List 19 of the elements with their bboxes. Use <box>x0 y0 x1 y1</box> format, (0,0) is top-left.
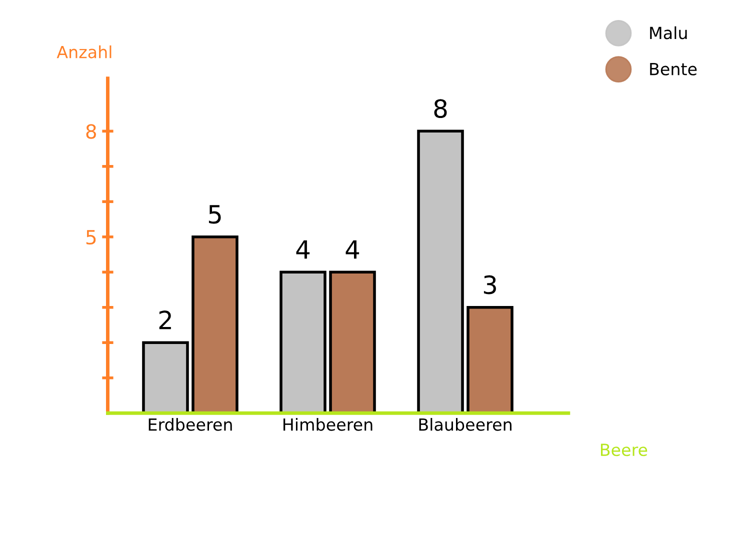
data-label: 5 <box>208 205 221 224</box>
bar <box>142 341 189 414</box>
x-axis-title: Beere <box>600 444 648 456</box>
data-label: 3 <box>484 275 496 294</box>
bar <box>192 236 238 414</box>
bar <box>329 270 376 414</box>
x-tick-label: Blaubeeren <box>419 418 512 431</box>
bar <box>466 306 514 414</box>
data-label: 8 <box>434 99 447 118</box>
x-tick-label: Himbeeren <box>283 418 372 431</box>
data-label: 4 <box>346 240 360 259</box>
data-label: 4 <box>296 240 310 259</box>
bar <box>417 130 464 414</box>
data-label: 2 <box>159 310 171 330</box>
bar <box>280 270 326 414</box>
y-axis-title: Anzahl <box>56 45 112 58</box>
legend-label: Malu <box>650 26 687 40</box>
x-tick-label: Erdbeeren <box>148 418 232 431</box>
legend-label: Bente <box>650 62 697 76</box>
